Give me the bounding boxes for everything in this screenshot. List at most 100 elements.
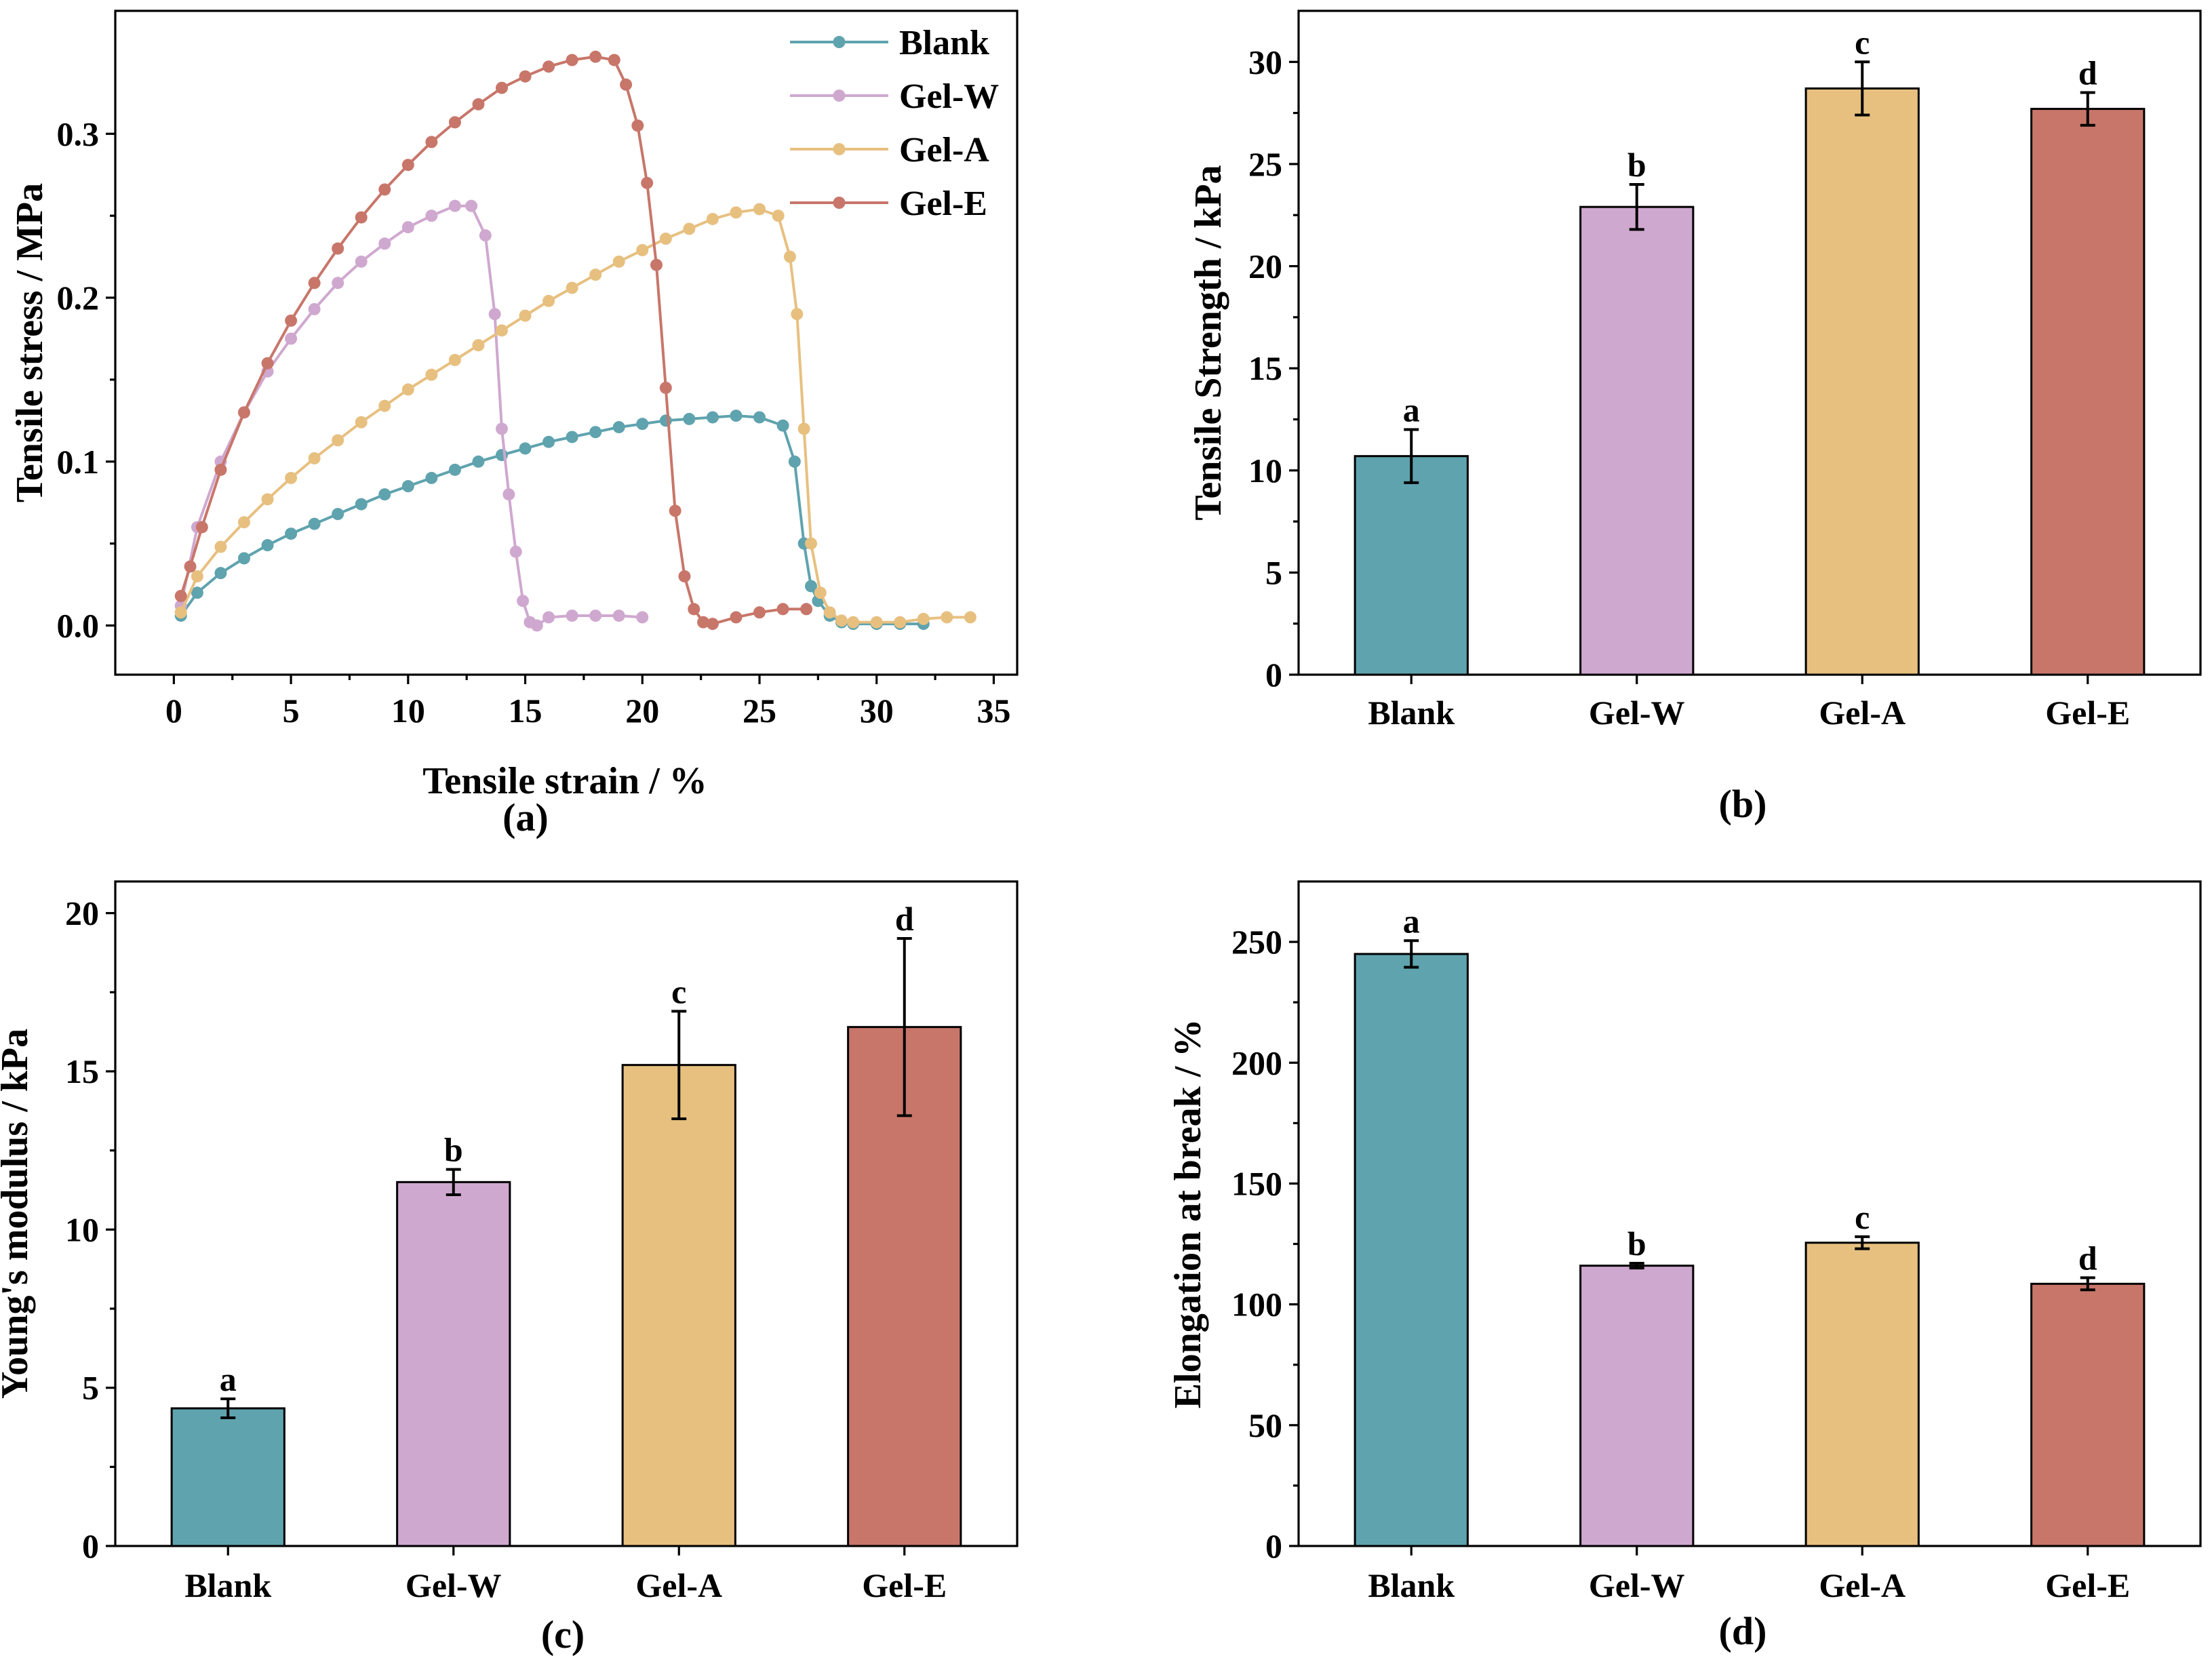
data-point [776, 419, 789, 432]
bar [621, 1064, 736, 1547]
data-point [683, 412, 696, 425]
data-point [191, 570, 203, 582]
legend-item-blank: Blank [790, 24, 989, 62]
data-point [805, 537, 817, 550]
data-point [448, 353, 461, 366]
significance-letter: c [1855, 1198, 1870, 1236]
data-point [479, 229, 492, 242]
data-point [509, 545, 522, 558]
data-point [659, 414, 672, 427]
y-axis-label: Tensile stress / MPa [9, 183, 51, 502]
bar [1579, 1265, 1695, 1547]
data-point [566, 431, 578, 443]
category-label: Blank [1368, 694, 1455, 732]
data-point [448, 116, 461, 129]
significance-letter: a [1403, 391, 1420, 429]
x-tick-label: 15 [509, 692, 542, 730]
bar-group-gel-e: d Gel-E [2030, 54, 2146, 732]
x-axis-label: Tensile strain / % [422, 760, 707, 802]
data-point [496, 422, 508, 435]
data-point [401, 159, 414, 172]
x-tick-label: 35 [976, 692, 1010, 730]
data-point [285, 314, 298, 327]
data-point [332, 508, 344, 521]
data-point [238, 406, 250, 419]
category-label: Gel-E [2045, 694, 2130, 732]
y-tick-label: 0 [82, 1527, 99, 1565]
significance-letter: b [1627, 1225, 1646, 1263]
y-axis-label: Elongation at break / % [1167, 1019, 1209, 1409]
data-point [448, 463, 461, 476]
panel-label: (d) [1719, 1609, 1767, 1653]
y-tick-label: 0.1 [57, 443, 100, 481]
significance-letter: c [1855, 23, 1870, 61]
bar-group-blank: a Blank [1354, 902, 1469, 1604]
data-point [589, 426, 602, 439]
significance-letter: a [1403, 902, 1420, 940]
data-point [589, 269, 602, 281]
y-axis-label: Tensile Strength / kPa [1187, 165, 1229, 520]
data-point [788, 455, 801, 468]
y-tick-label: 100 [1231, 1286, 1282, 1324]
data-point [519, 70, 532, 83]
data-point [835, 614, 848, 627]
data-point [636, 611, 649, 624]
y-tick-label: 25 [1248, 145, 1282, 183]
significance-letter: b [444, 1131, 463, 1169]
data-point [519, 309, 532, 322]
data-point [425, 471, 438, 484]
series-gel-e [174, 50, 813, 631]
data-point [847, 616, 860, 629]
data-point [730, 611, 743, 624]
plot-frame [1297, 9, 2202, 676]
data-point [401, 221, 414, 234]
category-label: Gel-E [2045, 1566, 2130, 1604]
data-point [285, 528, 298, 540]
bar-group-blank: a Blank [1354, 391, 1469, 732]
bar-group-gel-w: b Gel-W [396, 1131, 511, 1604]
data-point [530, 619, 543, 632]
series-line [179, 204, 643, 627]
legend-label: Gel-E [899, 184, 987, 223]
category-label: Gel-E [862, 1566, 947, 1604]
data-point [184, 560, 197, 573]
data-point [378, 183, 391, 196]
data-point [870, 616, 883, 629]
y-axis-label: Young's modulus / kPa [0, 1029, 36, 1399]
data-point [519, 442, 532, 455]
panel-label: (c) [541, 1612, 585, 1657]
bar-group-blank: a Blank [170, 1360, 285, 1604]
legend-item-gel-e: Gel-E [790, 184, 987, 223]
data-point [589, 609, 602, 622]
data-point [308, 452, 321, 464]
y-tick-label: 20 [65, 894, 99, 932]
data-point [659, 381, 672, 394]
data-point [191, 587, 203, 599]
data-point [238, 552, 250, 565]
category-label: Blank [184, 1566, 271, 1604]
data-point [542, 435, 555, 448]
data-point [261, 357, 274, 370]
data-point [542, 60, 555, 73]
bar [396, 1181, 511, 1547]
significance-letter: d [2078, 1239, 2097, 1277]
bar-group-gel-e: d Gel-E [847, 900, 962, 1604]
panel-label: (b) [1719, 782, 1767, 826]
data-point [261, 493, 274, 506]
data-point [378, 488, 391, 501]
data-point [706, 411, 719, 424]
data-point [783, 250, 796, 263]
data-point [332, 277, 344, 290]
significance-letter: a [220, 1360, 237, 1398]
bar-group-gel-a: c Gel-A [621, 972, 736, 1604]
x-tick-label: 20 [625, 692, 659, 730]
series-gel-a [174, 203, 976, 629]
data-point [805, 580, 817, 593]
y-tick-label: 0.0 [57, 606, 100, 644]
data-point [620, 78, 633, 91]
category-label: Gel-A [1819, 694, 1905, 732]
y-tick-label: 0.2 [57, 279, 100, 317]
bar [2030, 108, 2146, 676]
data-point [332, 242, 344, 255]
